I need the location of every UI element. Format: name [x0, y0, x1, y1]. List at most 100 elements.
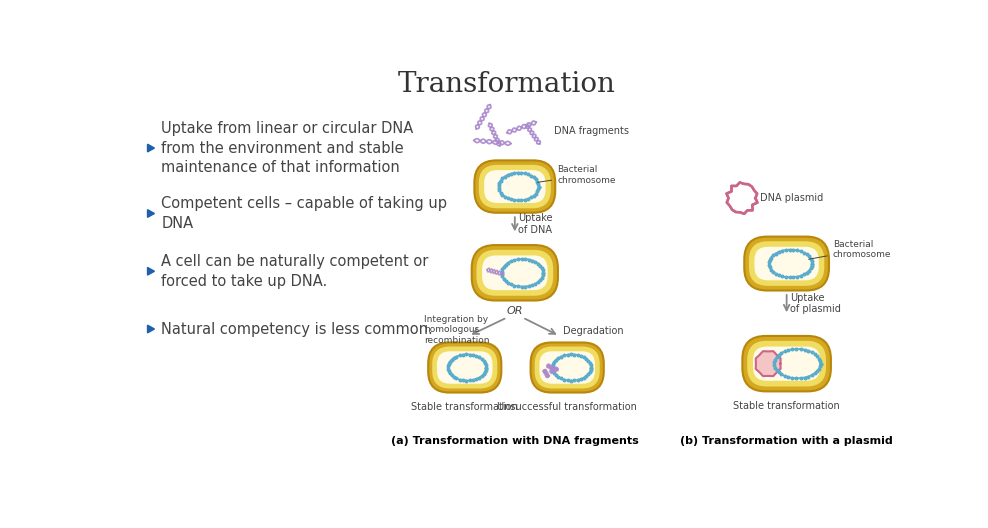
Point — [782, 246, 797, 254]
Point — [789, 246, 805, 254]
Point — [528, 279, 543, 288]
Point — [812, 362, 828, 371]
Point — [525, 257, 540, 265]
Polygon shape — [726, 183, 758, 214]
Point — [530, 177, 545, 186]
Point — [458, 376, 474, 385]
Point — [521, 256, 536, 264]
Point — [535, 266, 551, 275]
Point — [521, 282, 536, 290]
Point — [500, 194, 516, 202]
Point — [812, 357, 828, 365]
Polygon shape — [147, 144, 154, 152]
Point — [771, 271, 786, 279]
Point — [507, 281, 523, 290]
Point — [471, 353, 487, 362]
Point — [799, 268, 815, 277]
Text: Competent cells – capable of taking up
DNA: Competent cells – capable of taking up D… — [161, 196, 448, 231]
Point — [531, 185, 546, 193]
Point — [767, 361, 782, 369]
Point — [514, 196, 530, 204]
Point — [566, 376, 582, 385]
Point — [583, 361, 599, 370]
Point — [478, 365, 494, 374]
Point — [768, 363, 783, 372]
FancyBboxPatch shape — [482, 256, 547, 290]
Point — [528, 175, 543, 184]
Point — [788, 374, 804, 382]
Point — [811, 364, 827, 373]
Point — [446, 354, 461, 362]
Point — [796, 270, 812, 279]
Point — [546, 357, 562, 366]
Point — [784, 374, 800, 382]
FancyBboxPatch shape — [428, 343, 501, 392]
FancyBboxPatch shape — [747, 341, 826, 386]
Point — [796, 373, 812, 382]
Point — [498, 277, 514, 285]
Text: Bacterial
chromosome: Bacterial chromosome — [808, 240, 891, 259]
Point — [563, 376, 579, 385]
Point — [461, 350, 477, 359]
Point — [769, 366, 784, 374]
Point — [521, 170, 536, 178]
Polygon shape — [147, 325, 154, 333]
Point — [775, 272, 790, 280]
Point — [535, 271, 551, 279]
Point — [803, 254, 819, 263]
FancyBboxPatch shape — [484, 170, 545, 203]
Point — [478, 361, 494, 370]
Point — [531, 180, 546, 188]
Point — [458, 350, 474, 359]
Point — [761, 258, 777, 267]
Point — [556, 375, 572, 384]
Point — [580, 356, 596, 365]
Point — [812, 360, 828, 368]
Text: A cell can be naturally competent or
forced to take up DNA.: A cell can be naturally competent or for… — [161, 254, 429, 289]
Point — [553, 374, 569, 383]
FancyBboxPatch shape — [437, 351, 493, 384]
Point — [494, 267, 510, 276]
Point — [800, 372, 816, 381]
Text: Uptake from linear or circular DNA
from the environment and stable
maintenance o: Uptake from linear or circular DNA from … — [161, 121, 414, 175]
Point — [800, 346, 816, 355]
Point — [548, 355, 564, 364]
Point — [497, 172, 513, 181]
Point — [782, 273, 797, 281]
Polygon shape — [756, 351, 781, 376]
Point — [514, 168, 530, 177]
Point — [510, 282, 526, 290]
Point — [582, 368, 598, 376]
Point — [498, 260, 514, 269]
Point — [533, 261, 548, 270]
Point — [514, 282, 530, 291]
Point — [761, 261, 777, 269]
Point — [531, 259, 546, 268]
Point — [494, 270, 510, 278]
Point — [500, 171, 516, 179]
Point — [475, 370, 491, 379]
Point — [799, 250, 815, 259]
Point — [583, 363, 599, 372]
Point — [518, 282, 534, 291]
Point — [452, 375, 467, 384]
Point — [804, 262, 820, 270]
Point — [804, 371, 820, 379]
Point — [544, 362, 560, 371]
Point — [763, 253, 779, 262]
FancyBboxPatch shape — [744, 237, 829, 290]
Point — [771, 351, 786, 359]
FancyBboxPatch shape — [474, 161, 555, 213]
Point — [583, 363, 599, 372]
Point — [811, 354, 827, 363]
FancyBboxPatch shape — [539, 351, 595, 384]
Point — [496, 275, 512, 283]
Point — [801, 252, 817, 261]
Point — [441, 360, 456, 368]
Point — [545, 360, 561, 368]
Point — [531, 182, 546, 191]
Point — [559, 351, 575, 359]
Point — [563, 350, 579, 359]
Point — [809, 352, 825, 361]
Point — [493, 176, 509, 185]
